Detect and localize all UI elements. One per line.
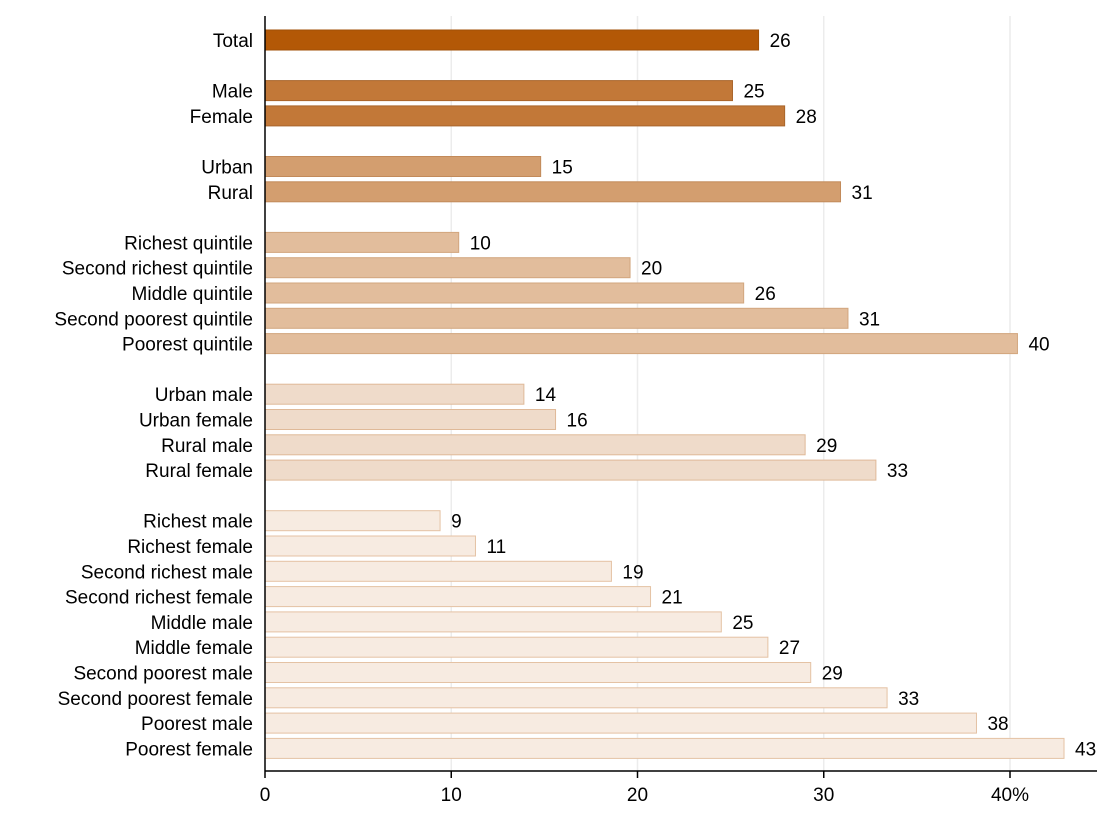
category-label: Richest male <box>143 512 253 533</box>
bar <box>264 181 842 203</box>
value-label: 31 <box>859 309 880 330</box>
bar <box>264 333 1018 355</box>
value-label: 11 <box>486 537 506 558</box>
category-label: Female <box>190 107 253 128</box>
bar <box>264 307 849 329</box>
value-label: 33 <box>898 689 919 710</box>
category-label: Richest quintile <box>124 233 253 254</box>
bar <box>264 662 812 683</box>
bar <box>264 535 476 557</box>
bar <box>264 29 760 51</box>
category-label: Richest female <box>127 537 253 558</box>
bar <box>264 409 557 430</box>
value-label: 26 <box>755 284 776 305</box>
category-label: Poorest male <box>141 714 253 735</box>
x-tick-label: 10 <box>441 785 462 806</box>
bar <box>264 737 1065 759</box>
value-label: 38 <box>987 714 1008 735</box>
value-labels: 26 25 28 15 31 10 20 26 31 40 14 16 29 33 9 11 19 21 25 27 2… <box>451 31 1096 760</box>
value-label: 21 <box>662 588 683 609</box>
bar <box>264 510 441 532</box>
bar <box>264 231 460 253</box>
bar <box>264 383 525 405</box>
category-label: Middle male <box>151 613 253 634</box>
value-label: 29 <box>816 436 837 457</box>
value-label: 27 <box>779 638 800 659</box>
bar <box>264 611 722 633</box>
category-label: Second poorest male <box>73 664 253 685</box>
x-tick-label: 20 <box>627 785 648 806</box>
category-label: Second richest female <box>65 588 253 609</box>
value-label: 19 <box>622 562 643 583</box>
value-label: 29 <box>822 664 843 685</box>
category-label: Rural female <box>145 461 253 482</box>
bar <box>264 80 733 102</box>
category-label: Second richest quintile <box>62 259 253 280</box>
category-label: Rural <box>208 183 253 204</box>
category-label: Middle female <box>135 638 253 659</box>
category-label: Urban male <box>155 385 253 406</box>
bar <box>264 586 652 608</box>
bar <box>264 282 745 304</box>
value-label: 33 <box>887 461 908 482</box>
value-label: 16 <box>567 411 588 432</box>
bar <box>264 459 877 481</box>
value-label: 14 <box>535 385 557 406</box>
category-label: Urban <box>201 158 253 179</box>
category-label: Total <box>213 31 253 52</box>
value-label: 43 <box>1075 739 1096 760</box>
category-label: Middle quintile <box>132 284 253 305</box>
bar <box>264 712 977 734</box>
value-label: 20 <box>641 259 662 280</box>
category-label: Poorest quintile <box>122 335 253 356</box>
value-label: 28 <box>796 107 817 128</box>
value-label: 10 <box>470 233 491 254</box>
value-label: 31 <box>852 183 873 204</box>
value-label: 40 <box>1028 335 1049 356</box>
x-tick-label: 30 <box>813 785 834 806</box>
bar <box>264 434 806 456</box>
category-label: Urban female <box>139 411 253 432</box>
value-label: 9 <box>451 512 462 533</box>
value-label: 15 <box>552 158 573 179</box>
bar <box>264 687 888 709</box>
category-label: Second poorest quintile <box>54 309 253 330</box>
category-label: Second poorest female <box>58 689 253 710</box>
value-label: 26 <box>770 31 791 52</box>
category-label: Male <box>212 82 253 103</box>
bar <box>264 560 612 582</box>
category-label: Rural male <box>161 436 253 457</box>
bar <box>264 105 786 127</box>
value-label: 25 <box>732 613 753 634</box>
bar <box>264 636 769 658</box>
category-labels: Total Male Female Urban Rural Richest quintil… <box>54 31 253 760</box>
bar <box>264 156 542 177</box>
category-label: Poorest female <box>125 739 253 760</box>
value-label: 25 <box>743 82 764 103</box>
x-tick-label: 0 <box>260 785 271 806</box>
bar <box>264 257 631 279</box>
axes: 0 10 20 30 40% <box>260 16 1097 806</box>
category-label: Second richest male <box>81 562 253 583</box>
x-tick-label: 40% <box>991 785 1029 806</box>
bars <box>264 29 1065 759</box>
